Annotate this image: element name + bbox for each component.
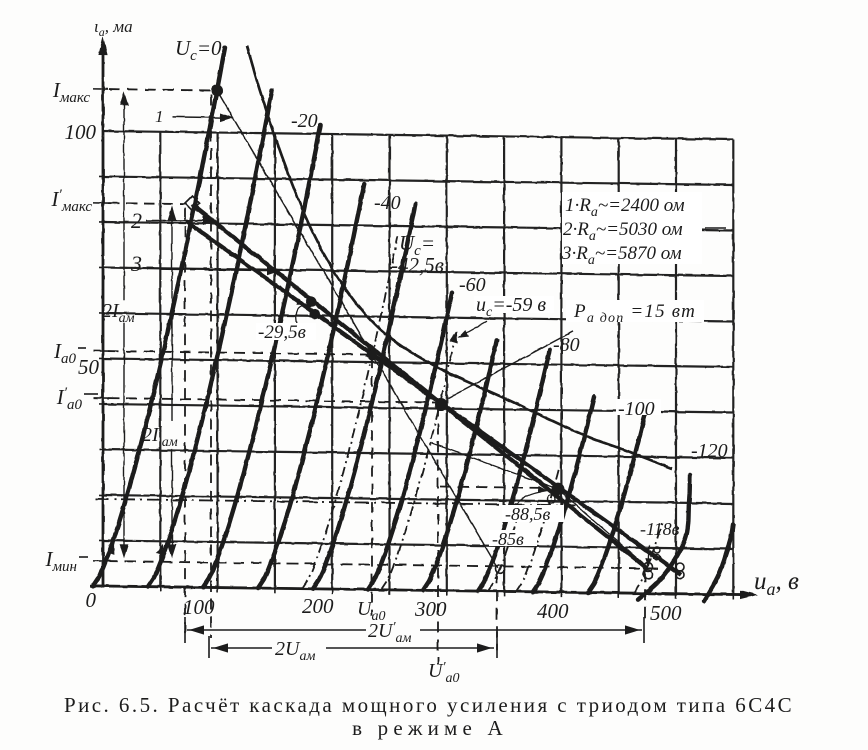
svg-text:ιа, ма: ιа, ма	[94, 17, 133, 39]
svg-text:Ра доп =15 вт: Ра доп =15 вт	[573, 301, 696, 326]
svg-text:200: 200	[302, 594, 334, 618]
svg-text:-60: -60	[459, 274, 486, 296]
svg-text:3·Rа~=5870 ом: 3·Rа~=5870 ом	[561, 243, 682, 268]
svg-text:в режиме А: в режиме А	[352, 716, 508, 740]
svg-text:500: 500	[650, 601, 682, 625]
svg-text:-42,5в: -42,5в	[391, 253, 444, 277]
svg-text:I′а0: I′а0	[56, 385, 83, 413]
svg-text:2Uам: 2Uам	[275, 638, 315, 664]
svg-text:Uа0: Uа0	[357, 598, 385, 624]
svg-text:400: 400	[537, 599, 569, 623]
svg-text:Iа0: Iа0	[53, 339, 77, 367]
svg-text:-100: -100	[618, 398, 655, 420]
svg-text:100: 100	[183, 595, 215, 619]
svg-text:2U′ам: 2U′ам	[368, 620, 412, 646]
svg-text:Iмин: Iмин	[44, 547, 77, 575]
svg-text:-120: -120	[691, 440, 728, 462]
svg-text:-29,5в: -29,5в	[258, 322, 306, 343]
svg-text:I′макс: I′макс	[51, 187, 93, 215]
svg-text:Uс=0: Uс=0	[175, 36, 222, 64]
svg-text:Uс=: Uс=	[399, 231, 435, 259]
svg-text:Iмакс: Iмакс	[52, 78, 91, 106]
svg-text:0: 0	[86, 588, 97, 612]
svg-text:3: 3	[130, 251, 142, 276]
svg-text:2·Rа~=5030 ом: 2·Rа~=5030 ом	[563, 219, 683, 244]
svg-text:2I′ам: 2I′ам	[142, 424, 178, 450]
svg-text:1: 1	[155, 107, 164, 126]
svg-text:-118в: -118в	[640, 519, 680, 539]
svg-text:-80: -80	[553, 334, 580, 356]
svg-text:-85в: -85в	[492, 529, 524, 549]
svg-text:1·Rа~=2400 ом: 1·Rа~=2400 ом	[565, 195, 685, 220]
svg-text:2: 2	[131, 208, 142, 233]
svg-text:U′а0: U′а0	[428, 660, 460, 686]
svg-text:Рис. 6.5. Расчёт каскада мощно: Рис. 6.5. Расчёт каскада мощного усилени…	[64, 693, 794, 717]
svg-text:100: 100	[65, 120, 97, 144]
svg-text:-88,5в: -88,5в	[505, 504, 550, 524]
svg-text:-40: -40	[374, 192, 401, 214]
svg-text:uс=-59 в: uс=-59 в	[476, 294, 546, 320]
svg-text:50: 50	[78, 355, 100, 379]
svg-text:uа, в: uа, в	[754, 568, 799, 599]
svg-text:-20: -20	[291, 110, 318, 132]
svg-text:2Iам: 2Iам	[102, 300, 135, 326]
svg-text:300: 300	[414, 597, 447, 621]
